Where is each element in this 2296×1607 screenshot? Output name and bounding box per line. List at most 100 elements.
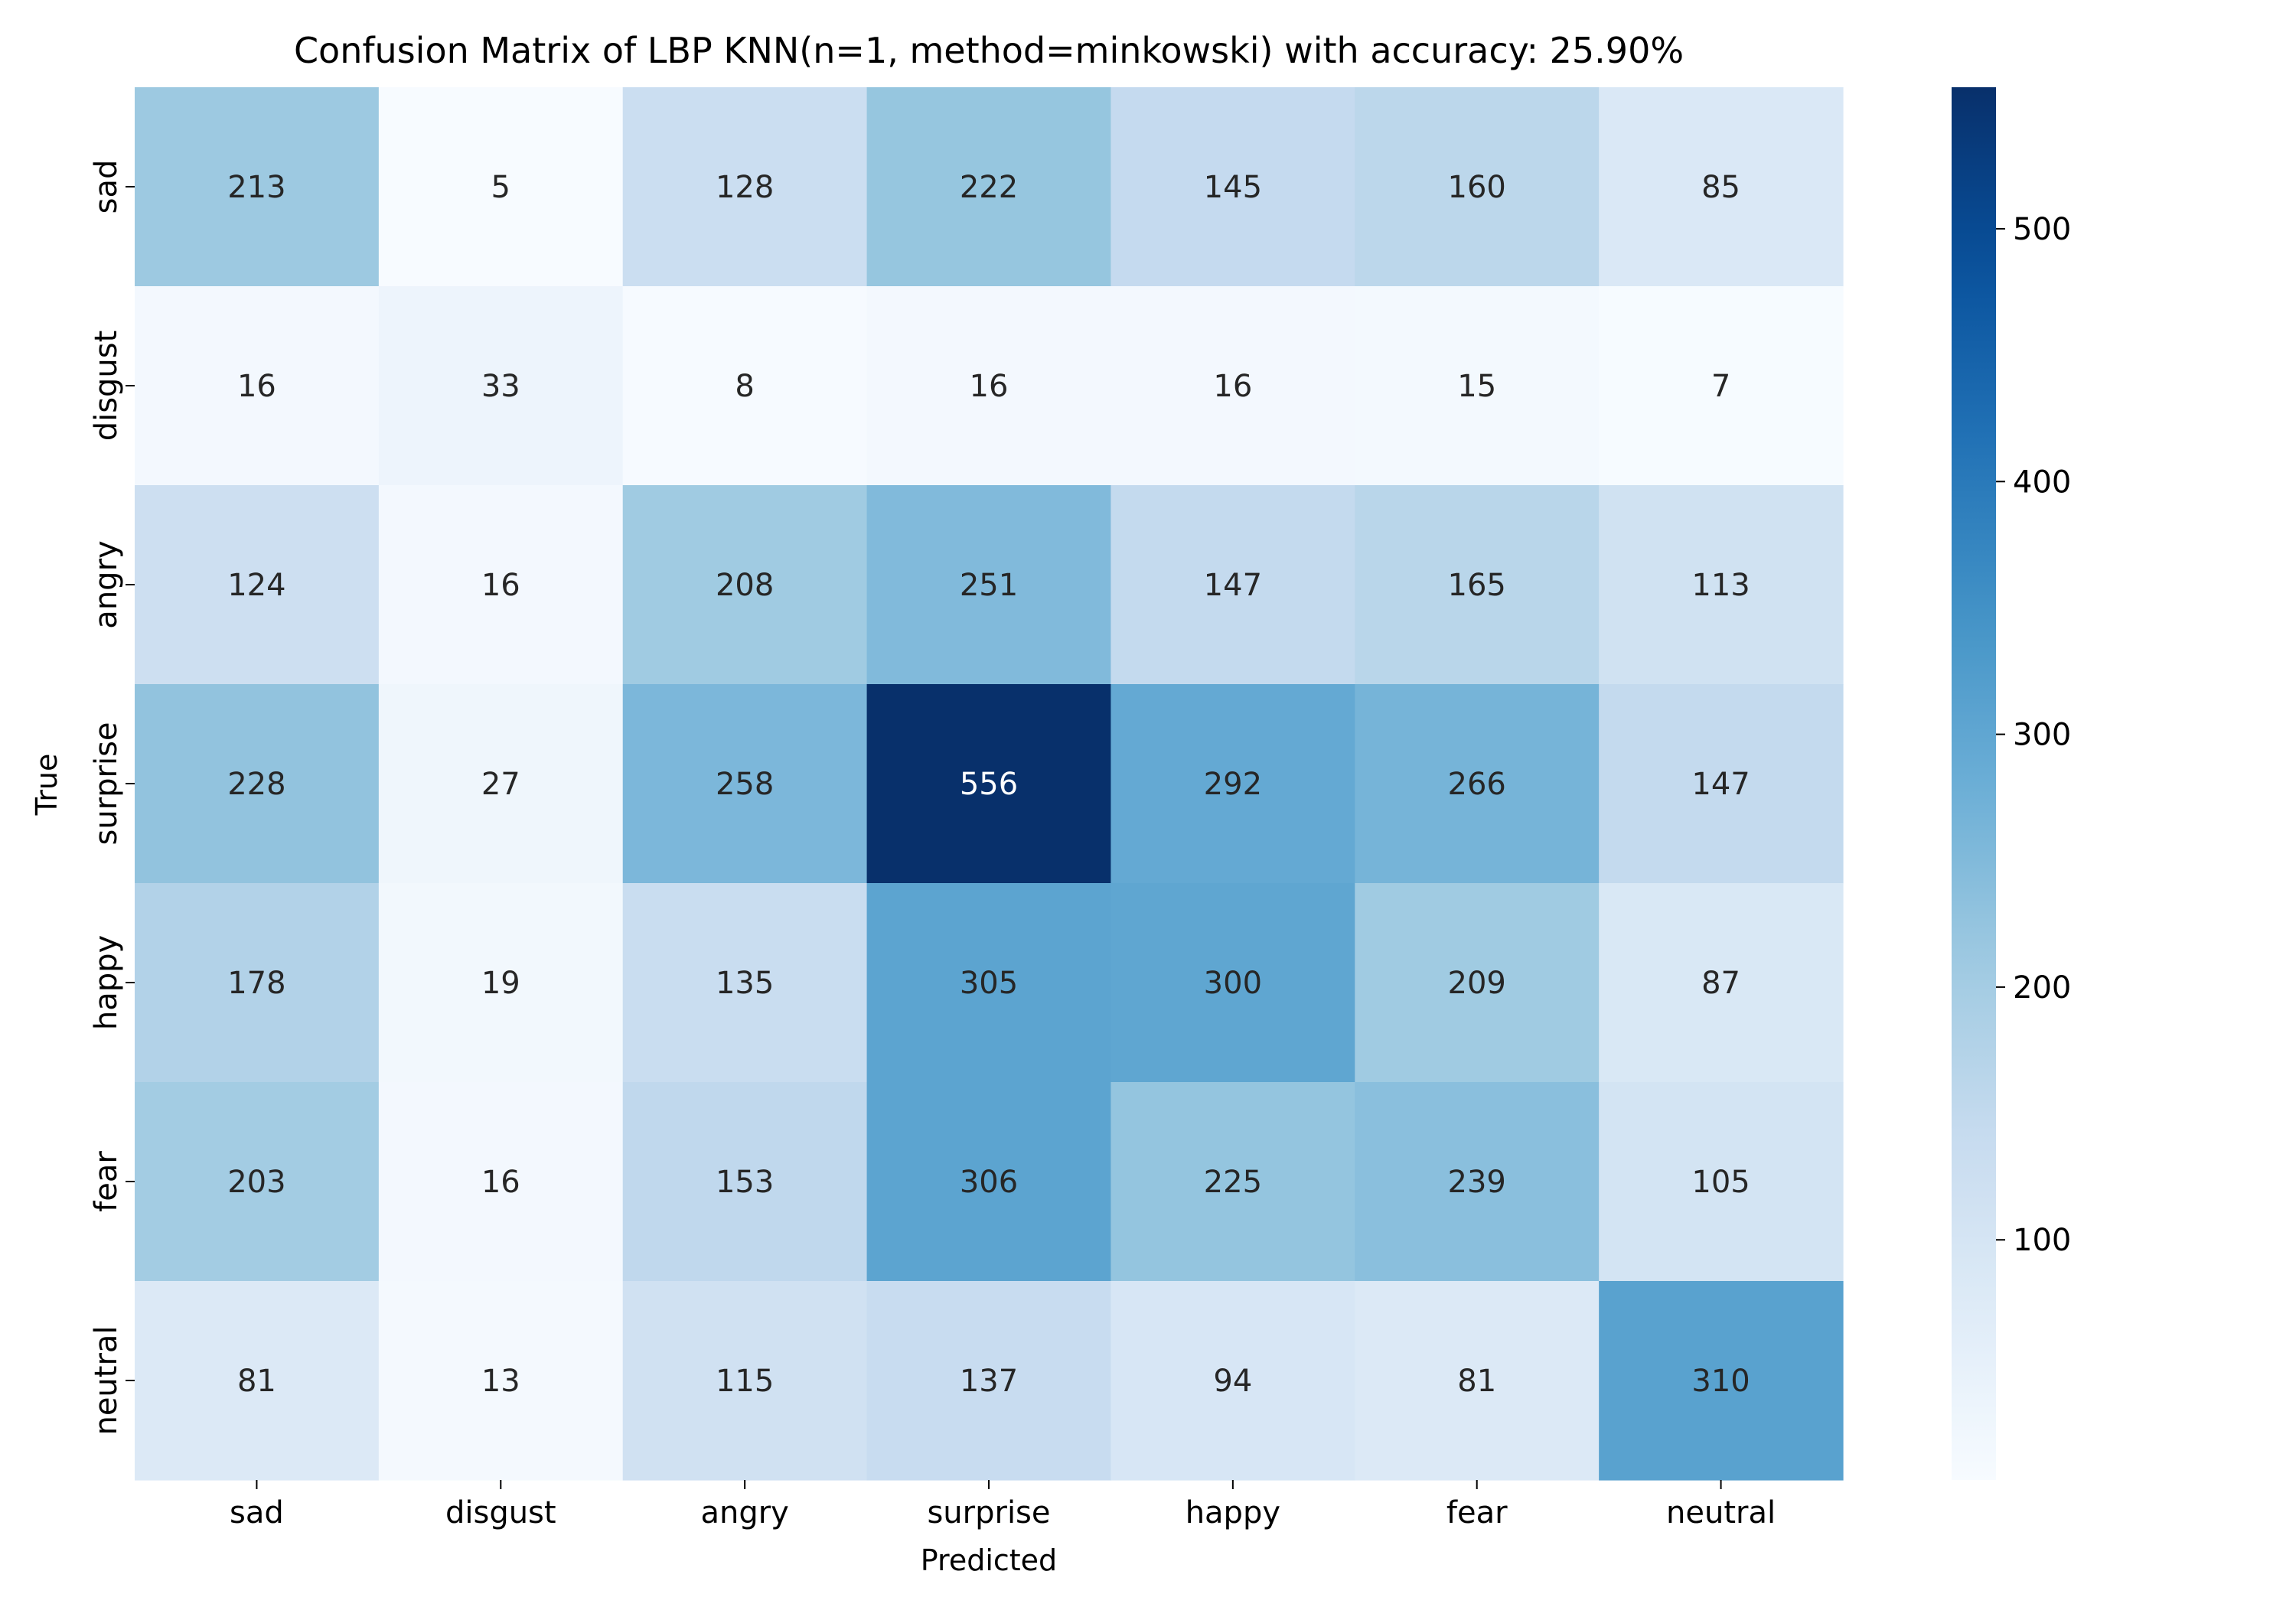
cell-value-label: 13 <box>481 1364 520 1399</box>
cell-value-label: 556 <box>960 767 1018 802</box>
x-tick-label: angry <box>700 1495 788 1530</box>
heatmap-cell <box>866 883 1112 1083</box>
x-axis: sad disgust angry surprise happy fear neutral <box>230 1480 1776 1530</box>
heatmap-cell <box>866 684 1112 884</box>
cell-value-label: 306 <box>960 1165 1018 1200</box>
cell-value-label: 33 <box>481 369 520 404</box>
heatmap-cell <box>1355 286 1600 486</box>
x-tick-label: sad <box>230 1495 284 1530</box>
heatmap-cell <box>1355 87 1600 287</box>
cell-value-label: 5 <box>491 170 510 205</box>
cell-value-label: 16 <box>237 369 276 404</box>
y-tick-label: neutral <box>89 1325 124 1435</box>
heatmap-cell <box>378 1082 624 1282</box>
heatmap-cell <box>135 87 380 287</box>
cell-value-label: 81 <box>237 1364 276 1399</box>
y-tick-label: disgust <box>89 331 124 442</box>
heatmap-cell <box>866 286 1112 486</box>
heatmap-cell <box>135 1281 380 1481</box>
cell-value-label: 225 <box>1204 1165 1262 1200</box>
cell-value-label: 145 <box>1204 170 1262 205</box>
cell-value-label: 16 <box>481 1165 520 1200</box>
cell-value-label: 203 <box>227 1165 285 1200</box>
x-tick-label: fear <box>1446 1495 1508 1530</box>
cell-value-label: 81 <box>1457 1364 1496 1399</box>
heatmap-cell <box>135 883 380 1083</box>
cell-value-label: 16 <box>1213 369 1252 404</box>
heatmap-cell <box>1599 286 1844 486</box>
cell-value-label: 8 <box>735 369 754 404</box>
y-axis: sad disgust angry surprise happy fear neutral <box>89 160 135 1436</box>
heatmap-cells <box>135 87 1844 1481</box>
heatmap-cell <box>1355 1082 1600 1282</box>
heatmap-cell <box>866 485 1112 685</box>
heatmap-cell <box>622 1082 868 1282</box>
heatmap-cell <box>866 87 1112 287</box>
heatmap-cell-labels: 213 5 128 222 145 160 85 16 33 8 16 16 15 7 124 16 208 25… <box>227 170 1750 1399</box>
cell-value-label: 85 <box>1701 170 1740 205</box>
cell-value-label: 135 <box>716 966 774 1001</box>
cell-value-label: 19 <box>481 966 520 1001</box>
heatmap-cell <box>135 485 380 685</box>
cell-value-label: 239 <box>1448 1165 1506 1200</box>
heatmap-cell <box>1599 1281 1844 1481</box>
cell-value-label: 222 <box>960 170 1018 205</box>
cell-value-label: 305 <box>960 966 1018 1001</box>
cell-value-label: 209 <box>1448 966 1506 1001</box>
heatmap-cell <box>1599 87 1844 287</box>
heatmap-cell <box>378 684 624 884</box>
heatmap-cell <box>1599 883 1844 1083</box>
heatmap-cell <box>622 1281 868 1481</box>
cell-value-label: 300 <box>1204 966 1262 1001</box>
x-tick-label: happy <box>1186 1495 1280 1530</box>
colorbar-tick-label: 300 <box>2013 718 2071 753</box>
heatmap-cell <box>1110 286 1355 486</box>
cell-value-label: 124 <box>227 568 285 603</box>
heatmap-cell <box>1110 1281 1355 1481</box>
x-tick-label: disgust <box>445 1495 556 1530</box>
heatmap-cell <box>1355 883 1600 1083</box>
cell-value-label: 153 <box>716 1165 774 1200</box>
cell-value-label: 178 <box>227 966 285 1001</box>
x-tick-label: neutral <box>1666 1495 1776 1530</box>
heatmap-cell <box>1110 684 1355 884</box>
cell-value-label: 213 <box>227 170 285 205</box>
heatmap-cell <box>1599 684 1844 884</box>
cell-value-label: 292 <box>1204 767 1262 802</box>
y-tick-label: sad <box>89 160 124 214</box>
cell-value-label: 113 <box>1691 568 1750 603</box>
heatmap-cell <box>622 87 868 287</box>
colorbar-tick-label: 100 <box>2013 1223 2071 1258</box>
cell-value-label: 27 <box>481 767 520 802</box>
heatmap-cell <box>378 1281 624 1481</box>
cell-value-label: 16 <box>481 568 520 603</box>
x-tick-label: surprise <box>927 1495 1050 1530</box>
cell-value-label: 7 <box>1711 369 1730 404</box>
heatmap-cell <box>1110 87 1355 287</box>
cell-value-label: 147 <box>1691 767 1750 802</box>
cell-value-label: 105 <box>1691 1165 1750 1200</box>
cell-value-label: 165 <box>1448 568 1506 603</box>
heatmap-cell <box>1110 1082 1355 1282</box>
heatmap-cell <box>622 883 868 1083</box>
cell-value-label: 128 <box>716 170 774 205</box>
heatmap-cell <box>1355 1281 1600 1481</box>
colorbar <box>1952 87 1996 1480</box>
cell-value-label: 258 <box>716 767 774 802</box>
heatmap-cell <box>1355 485 1600 685</box>
cell-value-label: 251 <box>960 568 1018 603</box>
heatmap-cell <box>1355 684 1600 884</box>
heatmap-cell <box>866 1281 1112 1481</box>
y-tick-label: happy <box>89 935 124 1030</box>
cell-value-label: 208 <box>716 568 774 603</box>
heatmap-cell <box>135 684 380 884</box>
heatmap-cell <box>135 1082 380 1282</box>
colorbar-axis: 100 200 300 400 500 <box>1996 212 2071 1258</box>
y-axis-label: True <box>30 754 64 817</box>
x-axis-label: Predicted <box>921 1543 1057 1577</box>
heatmap-cell <box>622 684 868 884</box>
heatmap-cell <box>1110 883 1355 1083</box>
cell-value-label: 16 <box>970 369 1009 404</box>
y-tick-label: fear <box>89 1151 124 1212</box>
